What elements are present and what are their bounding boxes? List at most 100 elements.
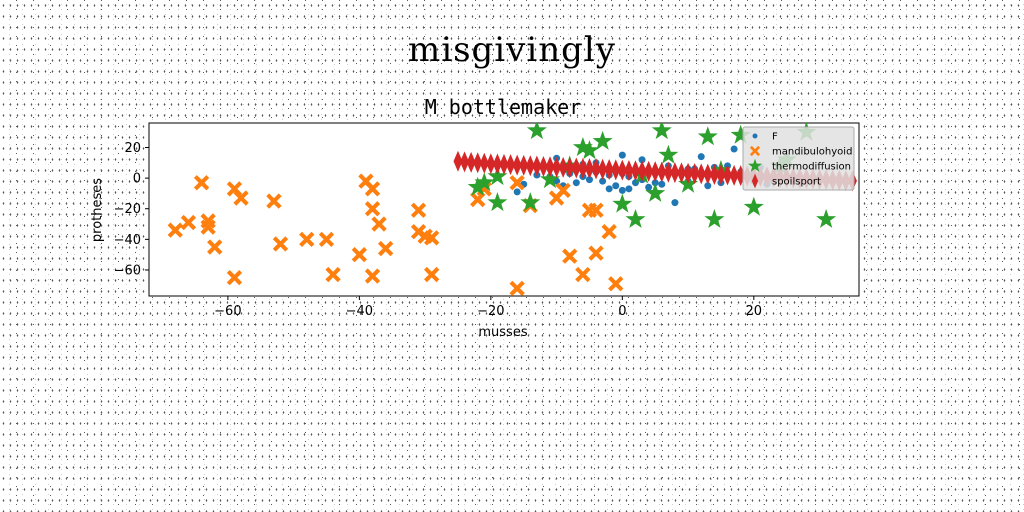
data-point (729, 164, 739, 186)
data-point (538, 155, 548, 177)
data-point (704, 209, 725, 228)
data-point (492, 153, 502, 175)
data-point (318, 231, 335, 247)
data-point (509, 280, 525, 296)
data-point (605, 185, 613, 193)
data-point (658, 180, 666, 188)
data-point (565, 157, 575, 179)
x-tick-label: −40 (346, 304, 373, 319)
data-point (743, 196, 764, 216)
data-point (466, 151, 476, 173)
data-point (525, 155, 535, 177)
data-point (193, 175, 210, 191)
data-point (618, 151, 626, 159)
y-tick-label: 20 (124, 141, 141, 156)
y-tick-label: −40 (114, 233, 141, 248)
data-point (562, 248, 578, 264)
y-axis: 20 0 −20 −40 −60 (114, 141, 149, 278)
data-point (625, 185, 633, 193)
legend-label: spoilsport (772, 177, 821, 188)
data-point (709, 163, 719, 185)
data-point (460, 151, 470, 173)
data-point (453, 150, 463, 172)
data-point (730, 124, 751, 144)
data-point (487, 166, 508, 186)
x-tick-label: 0 (618, 304, 626, 319)
chart-title: M bottlemaker (425, 95, 582, 119)
data-point (351, 247, 367, 263)
data-point (424, 266, 440, 283)
data-point (585, 176, 593, 184)
figure-suptitle: misgivingly (407, 30, 617, 70)
data-point (592, 130, 613, 150)
y-tick-label: −60 (114, 263, 141, 278)
data-point (266, 193, 282, 209)
data-point (364, 181, 381, 197)
data-point (591, 158, 601, 180)
data-point (598, 158, 608, 180)
data-point (645, 182, 666, 202)
data-point (611, 159, 621, 181)
y-axis-label: protheses (90, 178, 105, 242)
data-point (658, 144, 679, 164)
data-point (663, 161, 673, 183)
data-point (200, 219, 216, 235)
data-point (579, 140, 600, 160)
plot-area (148, 122, 860, 297)
data-point (410, 202, 427, 218)
data-point (612, 193, 633, 213)
data-point (677, 162, 686, 184)
data-point (226, 270, 243, 286)
data-point (470, 191, 486, 208)
data-point (378, 240, 394, 257)
data-point (473, 152, 483, 174)
data-point (424, 230, 440, 246)
data-point (670, 162, 680, 184)
data-point (506, 154, 516, 176)
data-point (467, 176, 488, 196)
data-point (364, 201, 381, 217)
y-tick-label: −20 (114, 202, 141, 217)
data-point (479, 152, 489, 174)
x-tick-label: 20 (746, 304, 763, 319)
legend-label: thermodiffusion (772, 162, 851, 173)
x-tick-label: −60 (214, 304, 241, 319)
data-point (486, 153, 496, 175)
data-point (703, 163, 713, 185)
data-point (618, 186, 626, 194)
data-point (671, 199, 679, 207)
data-point (651, 123, 672, 140)
legend-label: mandibulohyoid (772, 147, 852, 158)
data-point (697, 153, 705, 161)
data-point (604, 159, 614, 181)
data-point (167, 222, 183, 238)
data-point (233, 190, 249, 206)
x-axis-label: musses (478, 325, 527, 340)
legend-label: F (772, 132, 778, 143)
data-point (509, 175, 525, 191)
data-point (487, 192, 508, 212)
data-point (601, 224, 617, 240)
legend-marker (752, 133, 758, 139)
data-point (520, 192, 541, 212)
data-point (180, 214, 197, 231)
data-point (545, 156, 555, 178)
data-point (499, 153, 509, 175)
data-point (638, 156, 646, 164)
data-point (474, 172, 495, 192)
data-point (299, 231, 315, 247)
x-axis: −60 −40 −20 0 20 (214, 296, 762, 319)
data-point (624, 159, 634, 181)
data-point (513, 188, 521, 196)
data-point (272, 236, 289, 252)
data-point (637, 160, 647, 182)
data-point (588, 245, 604, 261)
data-point (519, 154, 529, 176)
data-point (532, 155, 542, 177)
data-point (608, 276, 624, 292)
data-point (696, 163, 706, 185)
data-point (526, 123, 547, 140)
data-point (716, 164, 726, 186)
